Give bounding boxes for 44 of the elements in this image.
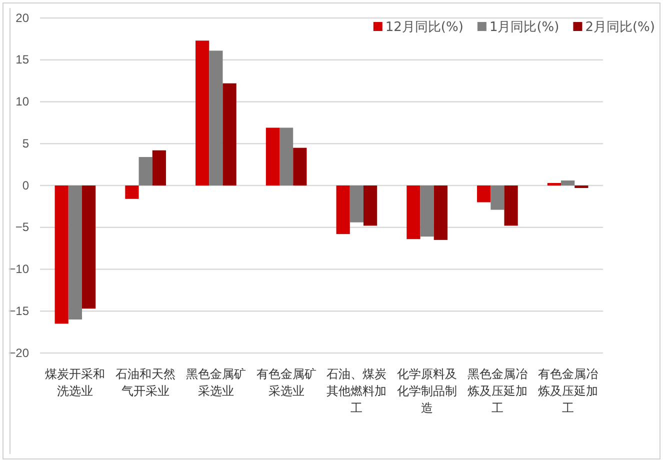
x-tick-label: 煤炭开采和洗选业	[45, 367, 106, 398]
y-tick-label: −20	[8, 346, 30, 360]
bar	[54, 186, 68, 324]
bar	[293, 148, 307, 186]
bar	[138, 157, 152, 186]
bar	[125, 186, 139, 199]
y-tick-label: 5	[22, 136, 30, 150]
legend-label: 12月同比(%)	[385, 20, 464, 35]
bar	[280, 128, 294, 186]
x-tick-label: 黑色金属冶炼及压延加工	[467, 367, 528, 415]
bar	[82, 186, 96, 309]
y-tick-label: −5	[15, 220, 30, 234]
legend-label: 1月同比(%)	[489, 20, 560, 35]
x-tick-label: 石油和天然气开采业	[116, 367, 176, 398]
bar	[434, 186, 448, 240]
y-tick-label: 20	[16, 10, 30, 25]
bar	[222, 83, 236, 186]
bar	[561, 180, 575, 186]
x-tick-label: 黑色金属矿采选业	[186, 367, 246, 398]
y-tick-label: 10	[16, 94, 30, 109]
y-tick-label: 0	[22, 178, 30, 192]
legend-label: 2月同比(%)	[585, 20, 655, 35]
bar	[363, 186, 378, 226]
bar	[574, 186, 588, 188]
bar	[68, 186, 82, 320]
bar	[350, 186, 364, 222]
bar	[209, 50, 223, 186]
bar	[152, 150, 166, 186]
bar	[547, 182, 562, 186]
bar	[266, 128, 280, 186]
x-tick-label: 化学原料及化学制品制造	[397, 367, 458, 415]
bar	[196, 40, 210, 186]
y-tick-label: −15	[8, 304, 30, 318]
x-tick-label: 有色金属冶炼及压延加工	[538, 367, 598, 415]
x-tick-label: 有色金属矿采选业	[256, 367, 316, 398]
bar	[504, 186, 518, 226]
y-tick-label: 15	[16, 52, 30, 67]
y-tick-label: −10	[8, 262, 30, 276]
bar	[420, 186, 434, 237]
bar	[477, 186, 491, 202]
bar	[490, 186, 504, 210]
x-tick-label: 石油、煤炭其他燃料加工	[326, 367, 387, 415]
bar	[406, 186, 420, 240]
bar	[336, 186, 350, 234]
